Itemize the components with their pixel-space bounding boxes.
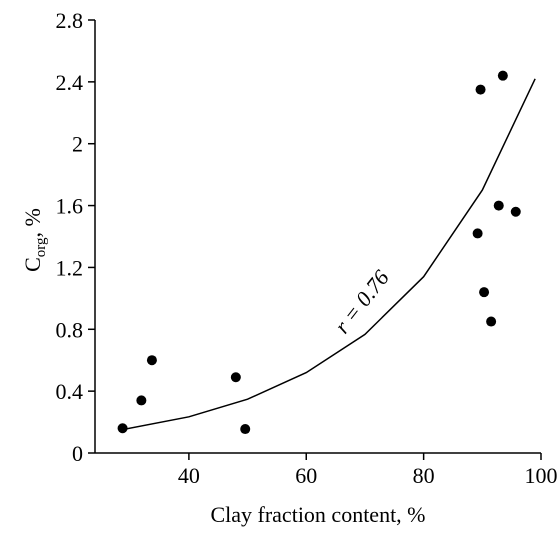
point bbox=[493, 200, 504, 211]
point bbox=[472, 228, 483, 239]
y-label-rest: , % bbox=[20, 208, 45, 237]
y-tick-label: 0.4 bbox=[56, 379, 84, 404]
x-axis-label: Clay fraction content, % bbox=[210, 502, 425, 527]
y-tick-label: 2.4 bbox=[56, 70, 84, 95]
y-label-sub: org bbox=[33, 237, 49, 257]
fit-curve bbox=[118, 78, 536, 432]
y-tick-label: 0 bbox=[72, 441, 83, 466]
point bbox=[146, 355, 157, 366]
x-tick-label: 40 bbox=[178, 463, 200, 488]
x-tick-label: 60 bbox=[295, 463, 317, 488]
point bbox=[240, 424, 251, 435]
y-tick-label: 1.2 bbox=[56, 255, 84, 280]
y-tick-label: 1.6 bbox=[56, 194, 84, 219]
y-label-main: C bbox=[20, 257, 45, 272]
y-axis-label: Corg, % bbox=[20, 208, 49, 272]
point bbox=[497, 70, 508, 81]
point bbox=[136, 395, 147, 406]
point bbox=[510, 206, 521, 217]
point bbox=[230, 372, 241, 383]
point bbox=[475, 84, 486, 95]
point bbox=[479, 287, 490, 298]
y-tick-label: 2.8 bbox=[56, 8, 84, 33]
x-tick-label: 80 bbox=[413, 463, 435, 488]
y-tick-label: 2 bbox=[72, 132, 83, 157]
annotation: r = 0.76 bbox=[329, 265, 394, 338]
x-tick-label: 100 bbox=[525, 463, 558, 488]
point bbox=[486, 316, 497, 327]
y-tick-label: 0.8 bbox=[56, 317, 84, 342]
